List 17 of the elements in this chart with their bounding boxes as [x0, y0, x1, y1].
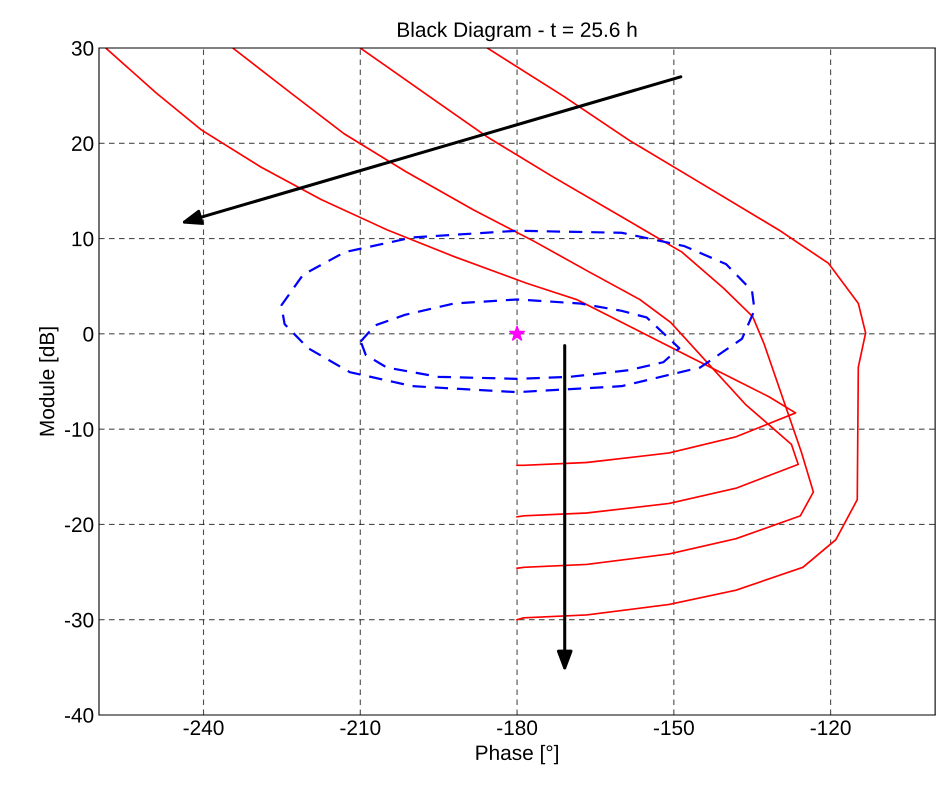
y-tick-label: 10 [72, 232, 94, 246]
x-tick-label: -240 [184, 720, 224, 736]
x-tick-label: -180 [497, 720, 538, 736]
x-tick-label: -210 [340, 720, 380, 736]
y-axis-title: Module [dB] [39, 327, 58, 436]
y-tick-label: 0 [83, 326, 94, 342]
x-axis-title: Phase [°] [476, 744, 558, 764]
x-tick-label: -150 [654, 720, 694, 736]
y-tick-label: -40 [64, 708, 94, 723]
y-tick-label: -10 [64, 422, 94, 437]
y-tick-label: -20 [64, 517, 94, 532]
y-tick-label: -30 [64, 612, 94, 628]
y-tick-label: 20 [72, 136, 94, 152]
line-series [486, 48, 866, 621]
chart-title: Black Diagram - t = 25.6 h [398, 22, 636, 42]
x-tick-label: -120 [810, 720, 851, 736]
y-tick-label: 30 [72, 41, 94, 56]
